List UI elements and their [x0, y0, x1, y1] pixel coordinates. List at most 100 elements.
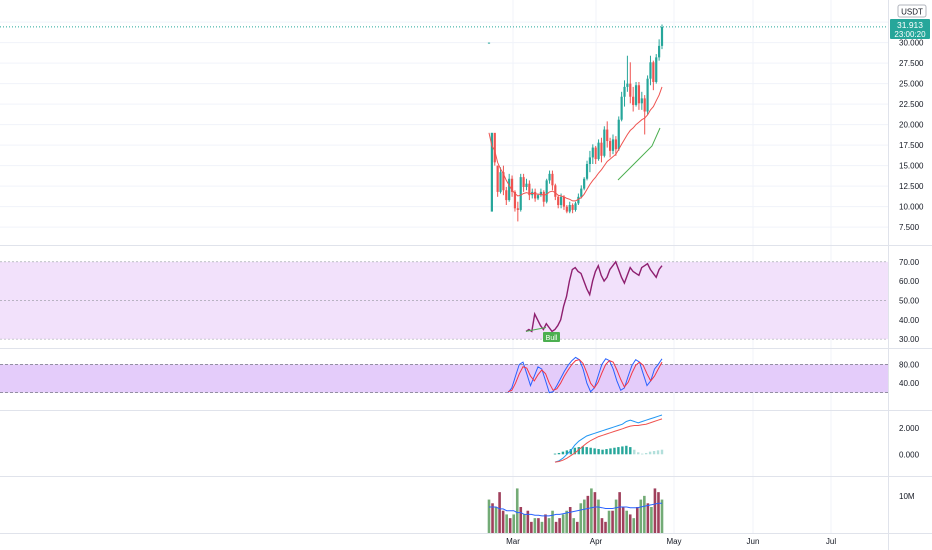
candle[interactable] — [571, 203, 574, 214]
candle[interactable] — [525, 178, 528, 191]
candle[interactable] — [637, 81, 641, 110]
candle[interactable] — [539, 188, 542, 197]
macd-histogram-bar — [652, 451, 656, 455]
candle[interactable] — [551, 170, 554, 191]
macd-histogram-bar — [613, 447, 616, 455]
volume-bar — [508, 518, 512, 533]
candle[interactable] — [554, 183, 557, 201]
candle[interactable] — [629, 62, 632, 104]
macd-pane[interactable] — [553, 414, 664, 463]
price-tick-label: 22.500 — [899, 100, 924, 109]
volume-bar — [643, 495, 646, 533]
volume-bar — [501, 510, 505, 533]
candle[interactable] — [617, 116, 620, 151]
candle[interactable] — [510, 175, 514, 197]
candle[interactable] — [588, 150, 592, 173]
volume-bar — [611, 510, 614, 533]
candle[interactable] — [658, 39, 661, 61]
macd-tick-label: 2.000 — [899, 424, 920, 433]
candle[interactable] — [585, 160, 589, 181]
candle[interactable] — [660, 24, 664, 50]
candle[interactable] — [542, 190, 545, 207]
candle[interactable] — [626, 55, 629, 92]
macd-histogram-bar — [609, 448, 612, 455]
candle[interactable] — [640, 91, 643, 110]
candle[interactable] — [565, 205, 568, 214]
candle[interactable] — [655, 54, 658, 84]
candle[interactable] — [568, 201, 571, 214]
macd-histogram-bar — [660, 449, 664, 455]
macd-histogram-bar — [656, 450, 660, 455]
candle[interactable] — [649, 55, 652, 86]
rsi-tick-label: 30.00 — [899, 335, 920, 344]
candle[interactable] — [580, 185, 583, 199]
price-tick-label: 15.000 — [899, 162, 924, 171]
volume-bar — [572, 518, 576, 533]
candle[interactable] — [643, 95, 646, 135]
macd-histogram-bar — [605, 449, 608, 455]
volume-bar — [530, 521, 533, 533]
volume-bar — [597, 499, 600, 533]
candle[interactable] — [606, 121, 609, 148]
macd-histogram-bar — [569, 449, 573, 455]
candle[interactable] — [623, 80, 626, 107]
ema-long-line — [617, 127, 661, 181]
rsi-pane[interactable]: Bull — [0, 260, 888, 342]
volume-ma-line — [489, 502, 662, 517]
volume-bar — [558, 518, 561, 533]
price-pane[interactable] — [0, 24, 888, 222]
candle[interactable] — [646, 75, 649, 115]
macd-histogram-bar — [589, 447, 592, 455]
candle[interactable] — [632, 86, 635, 112]
volume-bar — [607, 510, 611, 533]
candle[interactable] — [545, 178, 548, 204]
volume-bar — [565, 510, 568, 533]
candle[interactable] — [522, 173, 525, 192]
candle[interactable] — [652, 60, 655, 91]
candle[interactable] — [583, 177, 586, 191]
candle[interactable] — [557, 195, 560, 209]
macd-histogram-bar — [573, 447, 577, 455]
price-tick-label: 27.500 — [899, 59, 924, 68]
macd-histogram-bar — [553, 453, 557, 455]
candle[interactable] — [505, 186, 508, 206]
candle[interactable] — [634, 81, 638, 107]
time-tick-label: Jul — [826, 537, 836, 546]
volume-bar — [537, 518, 540, 533]
volume-bar — [586, 495, 590, 533]
candle[interactable] — [603, 126, 606, 158]
candle[interactable] — [620, 91, 623, 122]
volume-bar — [568, 507, 572, 533]
rsi-line — [525, 260, 663, 333]
candle[interactable] — [591, 144, 594, 164]
volume-pane[interactable] — [487, 488, 664, 533]
candle[interactable] — [487, 42, 491, 212]
candle[interactable] — [519, 173, 522, 212]
candle[interactable] — [594, 145, 597, 164]
candle[interactable] — [516, 201, 519, 222]
candle[interactable] — [609, 137, 612, 158]
candle[interactable] — [562, 195, 566, 210]
candle[interactable] — [502, 165, 505, 196]
candle[interactable] — [611, 134, 615, 155]
candle[interactable] — [534, 188, 537, 202]
candle[interactable] — [528, 180, 531, 201]
candle[interactable] — [600, 137, 603, 163]
candle[interactable] — [574, 201, 577, 212]
candle[interactable] — [508, 173, 511, 202]
stoch-rsi-pane[interactable] — [0, 356, 888, 394]
candle[interactable] — [597, 139, 600, 161]
candle[interactable] — [614, 136, 617, 156]
bar-countdown: 23:00:20 — [894, 30, 926, 39]
currency-label[interactable]: USDT — [901, 8, 923, 17]
volume-bar — [526, 510, 530, 533]
candle[interactable] — [499, 167, 502, 194]
macd-histogram-bar — [561, 451, 565, 455]
currency-box[interactable] — [897, 4, 927, 18]
volume-bar — [653, 488, 657, 533]
candle[interactable] — [548, 170, 551, 184]
candle[interactable] — [496, 165, 499, 197]
macd-histogram-bar — [601, 449, 604, 455]
price-tick-label: 7.500 — [899, 223, 920, 232]
